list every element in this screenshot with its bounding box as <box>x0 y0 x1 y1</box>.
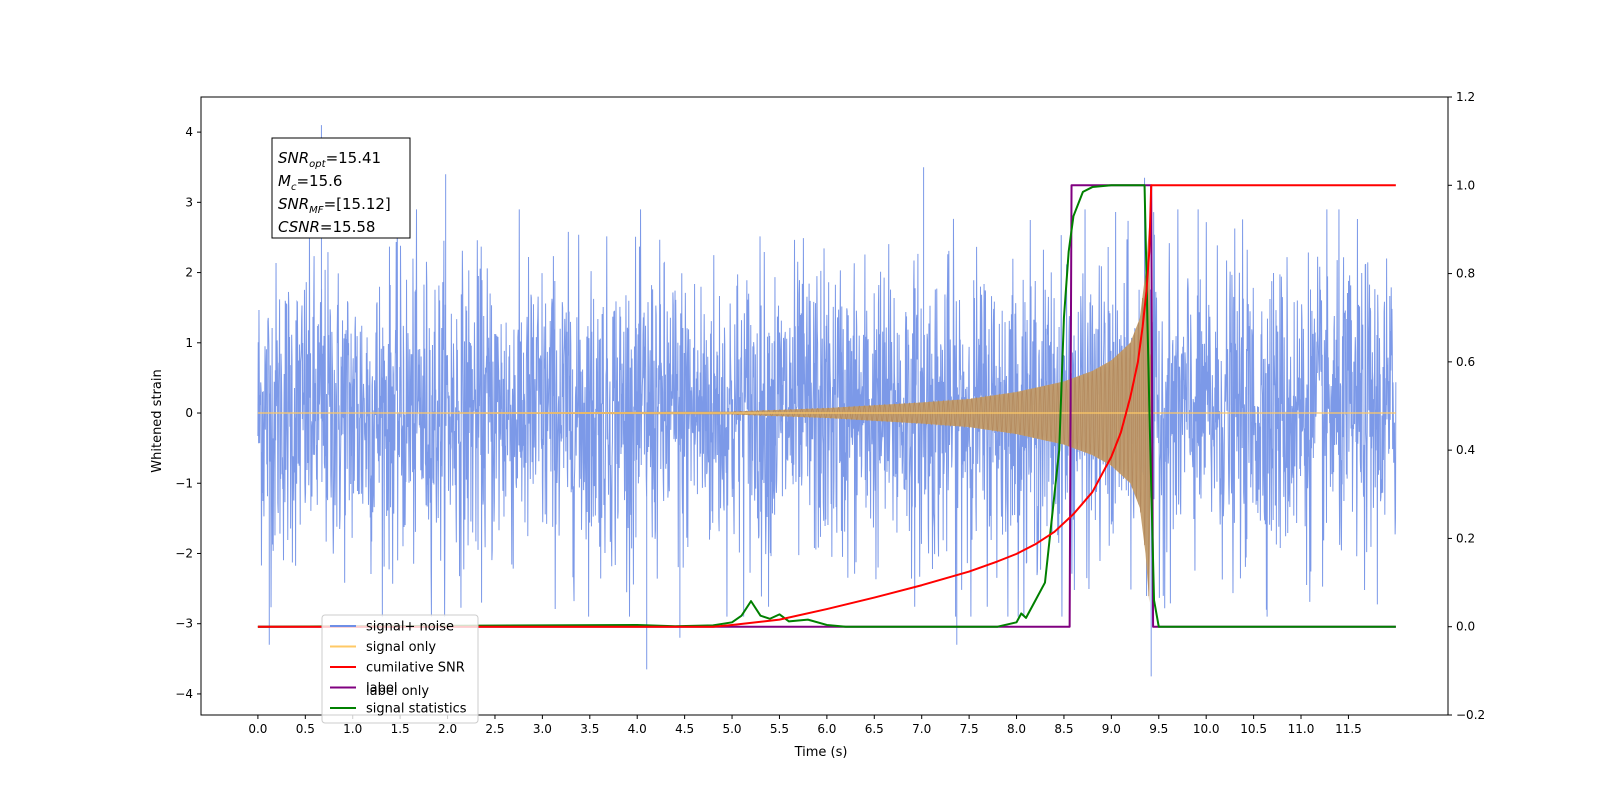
y-tick-label: −2 <box>175 546 193 560</box>
y-axis-label: Whitened strain <box>150 369 165 472</box>
y2-tick-label: 1.2 <box>1456 90 1475 104</box>
x-tick-label: 6.5 <box>865 722 884 736</box>
annotation-subscript: MF <box>309 205 324 216</box>
y2-tick-label: 1.0 <box>1456 178 1475 192</box>
y2-tick-label: −0.2 <box>1456 708 1485 722</box>
legend-label: signal only <box>366 640 436 655</box>
x-tick-label: 4.5 <box>675 722 694 736</box>
x-tick-label: 11.0 <box>1288 722 1315 736</box>
series-signal-only-oscillation <box>731 257 1152 597</box>
y2-tick-label: 0.6 <box>1456 355 1475 369</box>
y-tick-label: 0 <box>185 406 193 420</box>
series-signal-statistics <box>257 184 1396 628</box>
x-tick-label: 11.5 <box>1335 722 1362 736</box>
annotation-value: =15.6 <box>296 172 342 190</box>
y-axis-right: −0.2 0.0 0.2 0.4 0.6 0.8 1.0 1.2 <box>1448 90 1485 722</box>
x-tick-label: 2.5 <box>485 722 504 736</box>
x-tick-label: 4.0 <box>628 722 647 736</box>
x-tick-label: 9.0 <box>1102 722 1121 736</box>
x-tick-label: 8.0 <box>1007 722 1026 736</box>
legend: label only signal+ noise signal only cumil… <box>321 614 479 724</box>
annotation-value: =15.41 <box>326 149 382 167</box>
annotation-frame <box>271 137 411 239</box>
x-tick-label: 10.0 <box>1193 722 1220 736</box>
annotation-subscript: c <box>291 182 297 193</box>
y-tick-label: −1 <box>175 476 193 490</box>
plot-frame <box>200 96 1449 716</box>
y-tick-label: −4 <box>175 687 193 701</box>
x-tick-label: 0.5 <box>296 722 315 736</box>
legend-ghost-text: label only <box>366 684 429 699</box>
legend-label: cumilative SNR <box>366 661 465 676</box>
legend-label: label <box>366 681 397 696</box>
legend-frame <box>321 614 479 724</box>
legend-label: signal+ noise <box>366 620 454 635</box>
annotation-box: SNRopt=15.41Mc=15.6SNRMF=[15.12]CSNR=15.… <box>271 137 411 239</box>
x-tick-label: 1.5 <box>391 722 410 736</box>
annotation-value: =[15.12] <box>324 195 391 213</box>
legend-label: signal statistics <box>366 702 467 717</box>
y-axis-left: −4 −3 −2 −1 0 1 2 3 4 <box>175 125 201 701</box>
annotation-subscript: opt <box>309 159 326 170</box>
x-axis-label: Time (s) <box>794 745 848 760</box>
y2-tick-label: 0.2 <box>1456 531 1475 545</box>
y-tick-label: 4 <box>185 125 193 139</box>
annotation-symbol: M <box>278 172 291 190</box>
x-tick-label: 7.5 <box>960 722 979 736</box>
annotation-symbol: SNR <box>278 195 309 213</box>
x-tick-label: 8.5 <box>1054 722 1073 736</box>
annotation-value: =15.58 <box>320 218 376 236</box>
x-tick-label: 6.0 <box>817 722 836 736</box>
series-layer <box>257 125 1397 677</box>
annotation-line: SNRMF=[15.12] <box>278 195 391 216</box>
y2-tick-label: 0.0 <box>1456 620 1475 634</box>
x-tick-label: 3.5 <box>580 722 599 736</box>
x-tick-label: 2.0 <box>438 722 457 736</box>
y-tick-label: 2 <box>185 266 193 280</box>
x-tick-label: 5.0 <box>722 722 741 736</box>
x-tick-label: 9.5 <box>1149 722 1168 736</box>
annotation-line: SNRopt=15.41 <box>278 149 381 170</box>
x-axis: 0.0 0.5 1.0 1.5 2.0 2.5 3.0 3.5 4.0 4.5 5.0 5.5 6.0 6… <box>248 715 1362 736</box>
x-tick-label: 10.5 <box>1240 722 1267 736</box>
y-tick-label: 3 <box>185 195 193 209</box>
y2-tick-label: 0.8 <box>1456 267 1475 281</box>
annotation-symbol: CSNR <box>278 218 320 236</box>
x-tick-label: 3.0 <box>533 722 552 736</box>
x-tick-label: 0.0 <box>248 722 267 736</box>
x-tick-label: 1.0 <box>343 722 362 736</box>
y-tick-label: −3 <box>175 617 193 631</box>
x-tick-label: 7.0 <box>912 722 931 736</box>
annotation-line: Mc=15.6 <box>278 172 342 193</box>
annotation-line: CSNR=15.58 <box>278 218 375 236</box>
series-cumulative-snr <box>257 184 1396 628</box>
y2-tick-label: 0.4 <box>1456 443 1475 457</box>
y-tick-label: 1 <box>185 336 193 350</box>
annotation-symbol: SNR <box>278 149 309 167</box>
x-tick-label: 5.5 <box>770 722 789 736</box>
